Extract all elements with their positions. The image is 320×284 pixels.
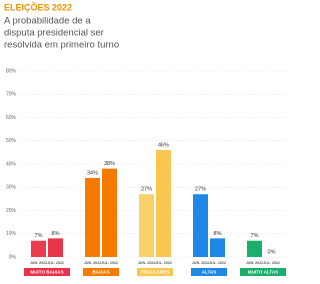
chart-title: ELEIÇÕES 2022 [4, 2, 72, 12]
y-tick-label: 70% [6, 92, 17, 98]
series-label: JUN. 2022 [246, 261, 263, 265]
data-label: 46% [158, 143, 169, 149]
bar [102, 168, 117, 257]
data-label: 7% [251, 233, 259, 239]
series-label: JUL. 2022 [209, 261, 226, 265]
y-tick-label: 40% [6, 161, 17, 167]
data-label: 38% [104, 161, 115, 167]
y-tick-label: 10% [6, 231, 17, 237]
category-box [24, 268, 70, 276]
x-tick-label: ALTAS [202, 270, 217, 275]
series-label: JUL. 2022 [263, 261, 280, 265]
series-label: JUN. 2022 [30, 261, 47, 265]
category-box [191, 268, 227, 276]
series-label: JUL. 2022 [101, 261, 118, 265]
y-tick-label: 80% [6, 68, 17, 74]
series-label: JUL. 2022 [155, 261, 172, 265]
data-label: 27% [195, 187, 206, 193]
x-tick-label: REGULARES [141, 270, 170, 275]
data-label: 7% [35, 233, 43, 239]
y-tick-label: 30% [6, 185, 17, 191]
chart: ELEIÇÕES 2022 A probabilidade de a dispu… [4, 2, 290, 276]
series-label: JUN. 2022 [192, 261, 209, 265]
y-tick-label: 0% [9, 254, 17, 260]
series-label: JUN. 2022 [138, 261, 155, 265]
data-label: 34% [87, 170, 98, 176]
data-label: 27% [141, 187, 152, 193]
y-tick-label: 20% [6, 208, 17, 214]
category-box [83, 268, 119, 276]
bar [48, 238, 63, 257]
data-label: 0% [268, 249, 276, 255]
y-tick-label: 60% [6, 115, 17, 121]
bar [31, 240, 46, 257]
chart-subtitle: resolvida em primeiro turno [4, 40, 119, 51]
chart-subtitle: disputa presidencial ser [4, 28, 104, 39]
x-tick-label: MUITO BAIXAS [30, 270, 63, 275]
chart-subtitle: A probabilidade de a [4, 16, 91, 27]
bar [85, 177, 100, 257]
x-tick-label: MUITO ALTAS [248, 270, 278, 275]
category-box [240, 268, 286, 276]
data-label: 8% [52, 231, 60, 237]
bar [156, 150, 171, 257]
bar [139, 194, 154, 257]
series-label: JUL. 2022 [47, 261, 64, 265]
data-label: 8% [214, 231, 222, 237]
x-tick-label: BAIXAS [92, 270, 109, 275]
category-box [137, 268, 173, 276]
bar [247, 240, 262, 257]
series-label: JUN. 2022 [84, 261, 101, 265]
y-tick-label: 50% [6, 138, 17, 144]
page: {"chart_data": { "type": "bar", "title":… [4, 2, 290, 276]
bar [210, 238, 225, 257]
bar [193, 194, 208, 257]
